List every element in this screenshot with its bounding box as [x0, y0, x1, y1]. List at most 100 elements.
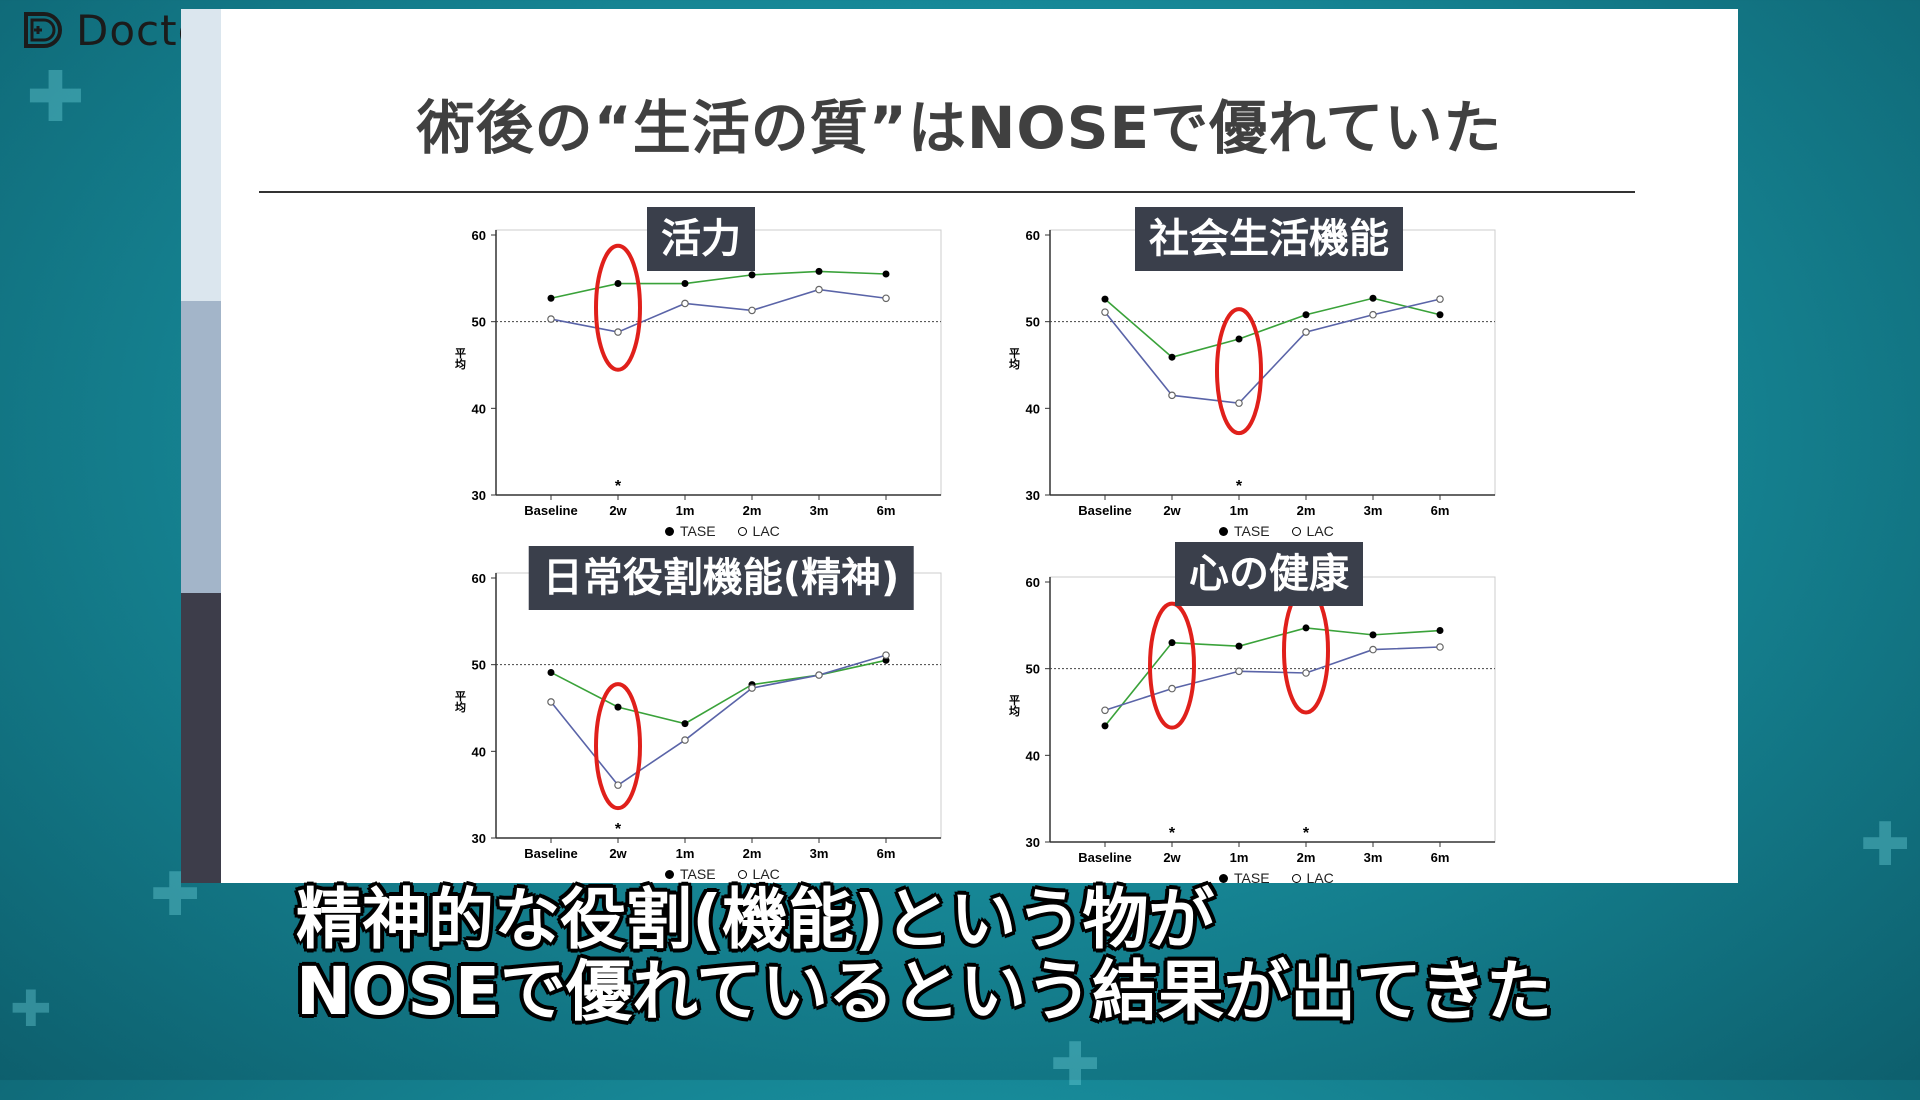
data-point-lac — [547, 315, 555, 323]
x-tick-label: 2m — [743, 503, 762, 518]
video-caption: 精神的な役割(機能)という物が NOSEで優れているという結果が出てきた — [296, 884, 1696, 1028]
significance-marker: * — [1236, 478, 1243, 495]
chart-legend: TASE LAC — [1219, 870, 1334, 886]
chart-title: 日常役割機能(精神) — [528, 546, 914, 610]
x-tick-label: 1m — [1230, 503, 1249, 518]
y-axis-label: 平均 — [454, 347, 467, 370]
data-point-lac — [1168, 391, 1176, 400]
chart-role-emotional: 30 40 50 60 平均 Baseline 2w * 1m 2m 3m 6m 日常役割機能(精神)… — [441, 538, 1001, 882]
slide-title: 術後の“生活の質”はNOSEで優れていた — [416, 94, 1503, 162]
chart-vitality: 30 40 50 60 平均 Baseline 2w * 1m 2m 3m 6m 活力 TASE LA… — [441, 195, 1001, 539]
significance-marker: * — [615, 821, 622, 838]
chart-legend: TASE LAC — [665, 523, 780, 539]
y-tick-label: 40 — [1026, 401, 1040, 416]
y-tick-label: 50 — [472, 658, 486, 673]
x-tick-label: Baseline — [1078, 503, 1131, 518]
data-point-lac — [1369, 310, 1377, 319]
data-point-tase — [882, 270, 890, 278]
x-tick-label: Baseline — [524, 503, 577, 518]
data-point-lac — [1436, 643, 1444, 651]
x-tick-label: 2m — [743, 846, 762, 861]
x-tick-label: 6m — [877, 846, 896, 861]
data-point-lac — [1369, 645, 1377, 654]
open-dot-icon — [1291, 526, 1301, 536]
data-point-tase — [547, 668, 555, 676]
chart-title: 心の健康 — [1175, 542, 1363, 606]
y-tick-label: 40 — [1026, 748, 1040, 763]
y-tick-label: 60 — [472, 228, 486, 243]
data-point-tase — [547, 294, 555, 302]
legend-tase: TASE — [1219, 870, 1270, 886]
series-line-tase — [1104, 627, 1441, 727]
x-tick-label: 1m — [676, 846, 695, 861]
filled-dot-icon — [1219, 526, 1228, 536]
data-point-tase — [748, 271, 756, 279]
legend-lac: LAC — [1291, 523, 1334, 539]
data-point-lac — [614, 781, 622, 789]
open-dot-icon — [737, 526, 747, 536]
y-tick-label: 30 — [472, 488, 486, 503]
data-point-tase — [614, 280, 622, 288]
y-tick-label: 50 — [472, 315, 486, 330]
x-tick-label: 1m — [676, 503, 695, 518]
series-line-lac — [1104, 646, 1441, 712]
data-point-lac — [1302, 669, 1310, 677]
data-point-lac — [1235, 399, 1243, 407]
data-point-lac — [1101, 706, 1109, 715]
data-point-lac — [815, 285, 823, 294]
background-plus-icon: ✚ — [1860, 810, 1911, 880]
data-point-lac — [882, 651, 890, 659]
data-point-tase — [1235, 642, 1243, 650]
data-point-lac — [1302, 328, 1310, 336]
data-point-lac — [547, 698, 555, 706]
data-point-tase — [1101, 722, 1109, 730]
x-tick-label: 2w — [609, 846, 627, 861]
caption-line-1: 精神的な役割(機能)という物が — [296, 881, 1215, 958]
y-tick-label: 60 — [1026, 575, 1040, 590]
y-tick-label: 30 — [1026, 488, 1040, 503]
slide-side-stripe — [181, 9, 221, 883]
plot-frame — [1049, 576, 1496, 843]
legend-lac: LAC — [737, 866, 780, 882]
x-tick-label: Baseline — [1078, 850, 1131, 865]
chart-title: 社会生活機能 — [1135, 207, 1403, 271]
data-point-tase — [1235, 335, 1243, 343]
x-tick-label: 1m — [1230, 850, 1249, 865]
data-point-lac — [748, 684, 756, 692]
legend-tase: TASE — [665, 866, 716, 882]
y-tick-label: 30 — [472, 831, 486, 846]
y-tick-label: 40 — [472, 744, 486, 759]
background-plus-icon: ✚ — [1050, 1030, 1101, 1100]
presentation-slide: 術後の“生活の質”はNOSEで優れていた 30 40 50 60 平均 Baseline 2… — [181, 9, 1738, 886]
open-dot-icon — [737, 869, 747, 879]
significance-marker: * — [1169, 825, 1176, 842]
x-tick-label: 2w — [609, 503, 627, 518]
caption-line-2: NOSEで優れているという結果が出てきた — [296, 953, 1553, 1030]
x-tick-label: 2w — [1163, 503, 1181, 518]
highlight-ellipse — [594, 243, 642, 372]
chart-legend: TASE LAC — [665, 866, 780, 882]
data-point-tase — [1168, 639, 1176, 647]
data-point-tase — [614, 703, 622, 711]
x-tick-label: 2m — [1297, 503, 1316, 518]
highlight-ellipse — [594, 682, 642, 811]
y-axis-label: 平均 — [1008, 347, 1021, 370]
filled-dot-icon — [1219, 873, 1228, 883]
data-point-lac — [681, 736, 689, 744]
legend-lac: LAC — [737, 523, 780, 539]
data-point-lac — [1436, 295, 1444, 303]
highlight-ellipse — [1215, 307, 1263, 436]
y-tick-label: 60 — [1026, 228, 1040, 243]
background-plus-icon: ✚ — [10, 980, 52, 1038]
data-point-tase — [1436, 627, 1444, 635]
doctorbook-logo-icon — [24, 12, 62, 48]
data-point-lac — [1101, 308, 1109, 316]
x-tick-label: 6m — [877, 503, 896, 518]
highlight-ellipse — [1282, 586, 1330, 715]
x-tick-label: 2m — [1297, 850, 1316, 865]
series-line-lac — [1104, 298, 1441, 404]
data-point-tase — [882, 656, 890, 664]
x-tick-label: Baseline — [524, 846, 577, 861]
x-tick-label: 6m — [1431, 850, 1450, 865]
y-tick-label: 50 — [1026, 315, 1040, 330]
